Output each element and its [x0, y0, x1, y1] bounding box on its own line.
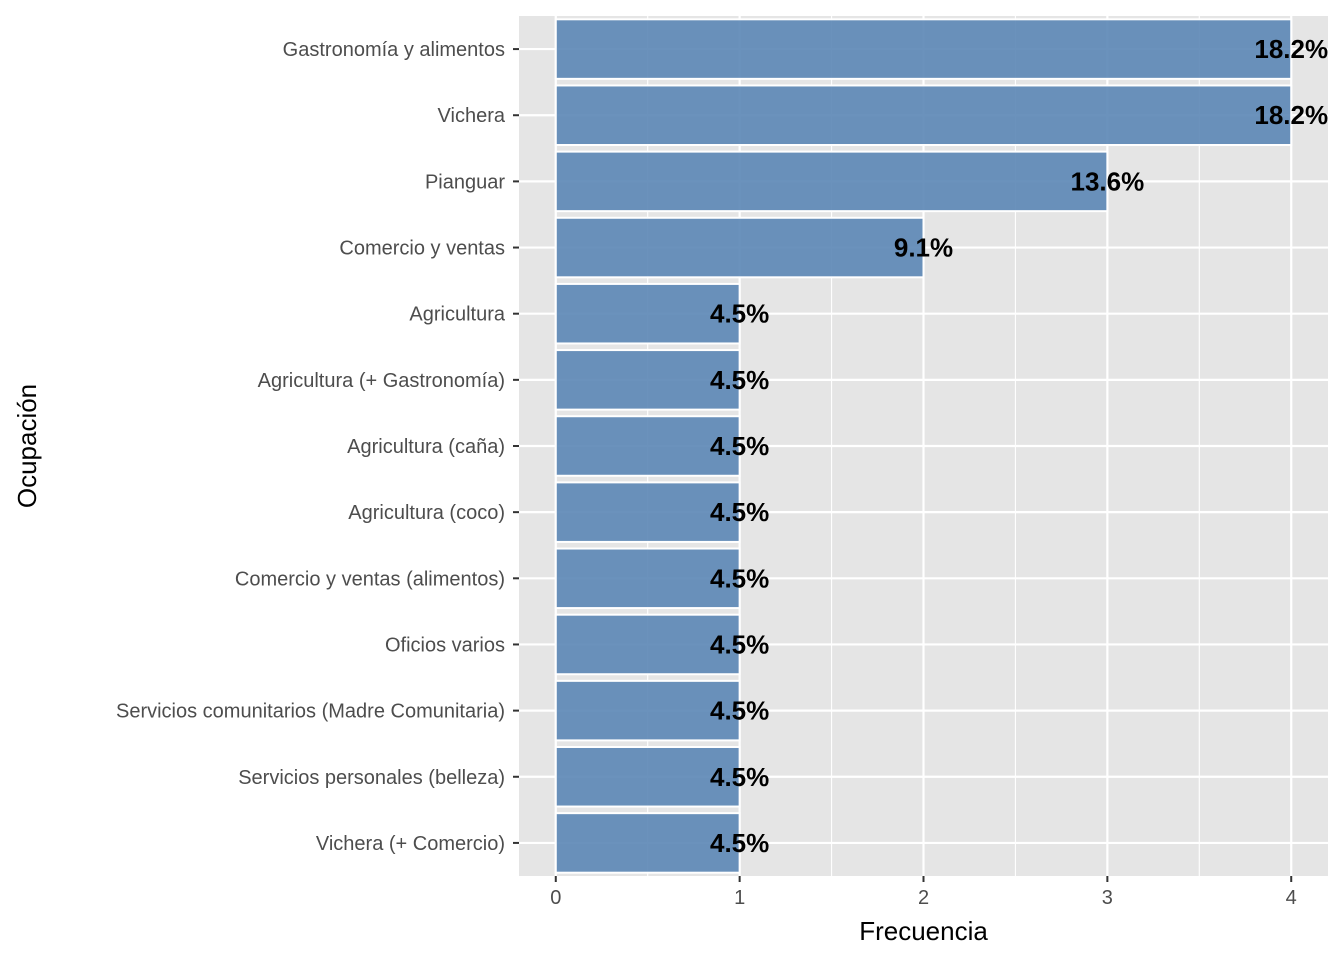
data-label: 4.5% — [710, 762, 769, 792]
data-label: 4.5% — [710, 828, 769, 858]
data-label: 4.5% — [710, 696, 769, 726]
bar — [554, 216, 925, 279]
bar — [554, 481, 741, 543]
y-tick-label: Vichera (+ Comercio) — [316, 833, 505, 855]
x-tick-label: 0 — [550, 887, 561, 909]
y-tick-label: Agricultura — [409, 304, 505, 326]
x-tick-label: 2 — [918, 887, 929, 909]
bars — [554, 18, 1293, 874]
data-label: 4.5% — [710, 299, 769, 329]
data-label: 18.2% — [1254, 34, 1328, 64]
bar — [554, 415, 741, 477]
y-tick-label: Agricultura (+ Gastronomía) — [258, 370, 505, 392]
y-tick-label: Pianguar — [425, 171, 505, 193]
y-tick-label: Agricultura (coco) — [348, 502, 505, 524]
bar — [554, 349, 741, 411]
y-tick-label: Gastronomía y alimentos — [283, 39, 505, 61]
bar — [554, 547, 741, 610]
x-tick-label: 3 — [1102, 887, 1113, 909]
data-label: 4.5% — [710, 563, 769, 593]
bar — [554, 282, 741, 345]
data-label: 9.1% — [894, 233, 953, 263]
data-label: 4.5% — [710, 497, 769, 527]
bar — [554, 613, 741, 676]
data-label: 4.5% — [710, 365, 769, 395]
bar — [554, 679, 741, 742]
y-tick-label: Comercio y ventas (alimentos) — [235, 568, 505, 590]
y-axis-title: Ocupación — [12, 384, 42, 508]
y-tick-label: Servicios comunitarios (Madre Comunitari… — [116, 701, 505, 723]
bar — [554, 746, 741, 808]
bar — [554, 812, 741, 874]
x-tick-label: 4 — [1286, 887, 1297, 909]
bar — [554, 84, 1293, 146]
x-axis-title: Frecuencia — [859, 916, 988, 946]
y-tick-label: Agricultura (caña) — [347, 436, 505, 458]
data-label: 18.2% — [1254, 100, 1328, 130]
x-axis: 0 1 2 3 4 — [550, 876, 1297, 909]
y-tick-label: Servicios personales (belleza) — [238, 767, 505, 789]
bar — [554, 150, 1109, 213]
data-label: 4.5% — [710, 629, 769, 659]
bar — [554, 18, 1293, 80]
y-tick-label: Oficios varios — [385, 634, 505, 656]
data-label: 4.5% — [710, 431, 769, 461]
y-axis: Gastronomía y alimentos Vichera Pianguar Co… — [116, 39, 519, 855]
data-labels: 18.2% 18.2% 13.6% 9.1% 4.5% 4.5% 4.5% 4.5% 4.5% 4… — [710, 34, 1328, 858]
data-label: 13.6% — [1070, 166, 1144, 196]
y-tick-label: Vichera — [438, 105, 506, 127]
y-tick-label: Comercio y ventas — [339, 238, 505, 260]
x-tick-label: 1 — [734, 887, 745, 909]
